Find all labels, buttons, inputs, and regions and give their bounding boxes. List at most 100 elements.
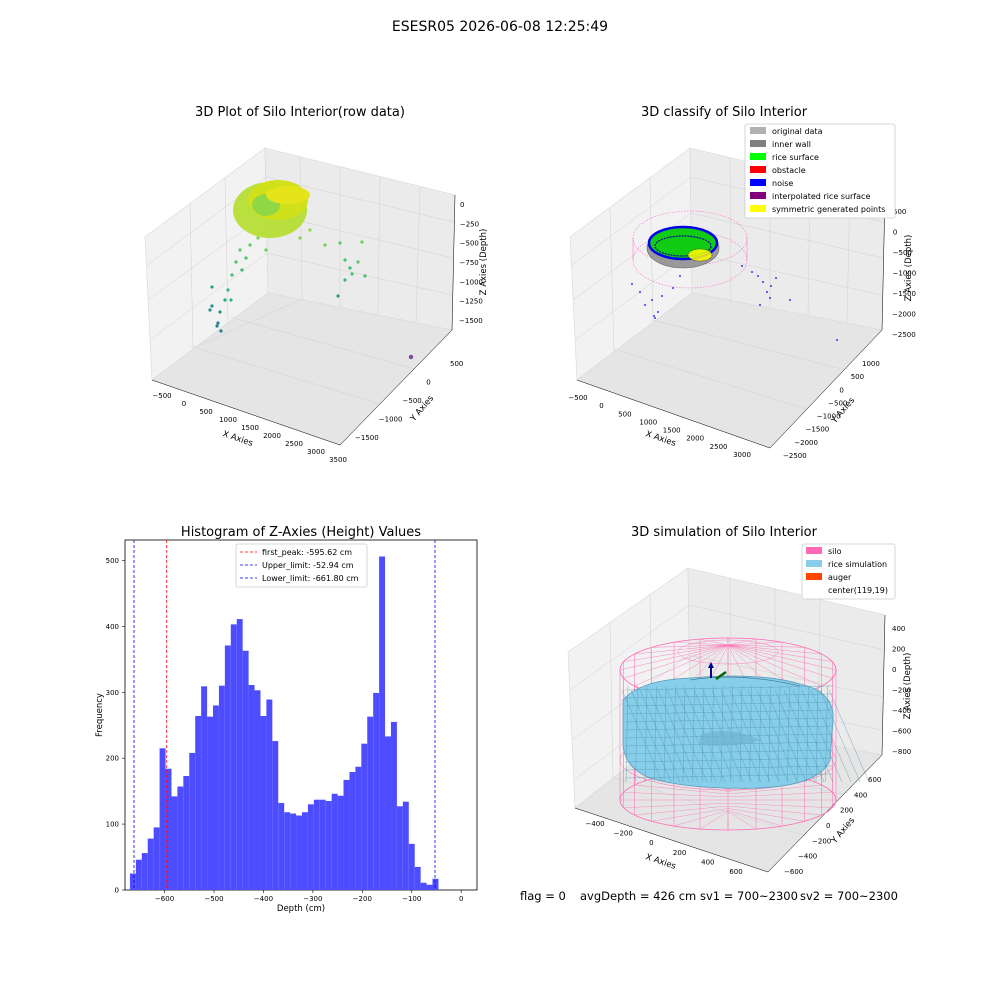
histogram-bar xyxy=(409,844,415,890)
simulation-z-tick-label: 400 xyxy=(892,625,905,633)
status-sv2: sv2 = 700~2300 xyxy=(800,889,898,903)
raw-x-axis-label: X Axies xyxy=(221,429,254,449)
histogram-bar xyxy=(201,686,207,890)
raw-point xyxy=(234,260,237,263)
histogram-bar xyxy=(213,705,219,890)
histogram-bar xyxy=(171,796,177,890)
classify-y-tick-label: −2500 xyxy=(783,452,807,460)
histogram-bar xyxy=(296,816,302,890)
noise-point xyxy=(769,297,771,299)
histogram-bar xyxy=(385,736,391,890)
panel-classify-3d: 3D classify of Silo Interior xyxy=(568,105,916,460)
histogram-bar xyxy=(391,722,397,890)
raw-z-tick-label: −500 xyxy=(460,240,479,248)
raw-point xyxy=(350,272,353,275)
histogram-bar xyxy=(338,796,344,890)
noise-point xyxy=(639,291,641,293)
histogram-y-axis-label: Frequency xyxy=(95,693,105,737)
histogram-bar xyxy=(136,860,142,890)
histogram-bar xyxy=(195,716,201,890)
simulation-y-tick-label: 0 xyxy=(826,822,830,830)
legend-label: auger xyxy=(828,573,852,582)
raw-point xyxy=(230,273,233,276)
raw-x-tick-label: 3500 xyxy=(329,456,347,464)
status-flag: flag = 0 xyxy=(520,889,566,903)
histogram-bar xyxy=(332,794,338,890)
histogram-bar xyxy=(403,802,409,890)
noise-point xyxy=(644,304,646,306)
raw-point xyxy=(218,310,221,313)
histogram-bar xyxy=(421,883,427,890)
raw-x-tick-label: 1500 xyxy=(241,424,259,432)
raw-y-tick-label: −1500 xyxy=(355,434,379,442)
histogram-bar xyxy=(160,748,166,890)
panel-simulation-3d: 3D simulation of Silo Interior xyxy=(568,525,913,876)
raw-point xyxy=(264,248,267,251)
raw-point xyxy=(244,256,247,259)
raw-y-tick-label: 0 xyxy=(426,379,430,387)
histogram-bar xyxy=(373,693,379,890)
noise-point xyxy=(762,281,764,283)
histogram-bar xyxy=(231,624,237,890)
panel-histogram: Histogram of Z-Axies (Height) Values −60… xyxy=(95,525,477,914)
simulation-z-axis-label: Z Axies (Depth) xyxy=(903,653,913,720)
histogram-bar xyxy=(361,744,367,890)
legend-label: Upper_limit: -52.94 cm xyxy=(262,561,354,570)
noise-point xyxy=(751,271,753,273)
histogram-bar xyxy=(278,803,284,890)
legend-swatch xyxy=(750,153,766,160)
histogram-x-tick-label: −100 xyxy=(402,895,421,903)
classify-legend: original datainner wallrice surfaceobsta… xyxy=(745,124,895,218)
panel-raw-title: 3D Plot of Silo Interior(row data) xyxy=(195,105,405,120)
legend-swatch xyxy=(750,179,766,186)
raw-z-tick-label: 0 xyxy=(460,201,464,209)
classify-x-tick-label: −500 xyxy=(568,394,587,402)
raw-x-tick-label: −500 xyxy=(152,392,171,400)
histogram-bar xyxy=(154,827,160,890)
raw-point xyxy=(219,329,222,332)
raw-z-tick-label: −750 xyxy=(460,259,479,267)
classify-y-tick-label: 1000 xyxy=(862,360,880,368)
raw-point xyxy=(215,324,218,327)
raw-point xyxy=(338,241,341,244)
status-line: flag = 0 avgDepth = 426 cm sv1 = 700~230… xyxy=(520,889,898,903)
noise-point xyxy=(657,311,659,313)
raw-point xyxy=(210,304,213,307)
panel-raw-3d: 3D Plot of Silo Interior(row data) xyxy=(145,105,489,464)
simulation-x-tick-label: 400 xyxy=(701,858,714,866)
legend-swatch xyxy=(750,192,766,199)
simulation-y-axis-label: Y Axies xyxy=(829,815,857,846)
histogram-bar xyxy=(379,556,385,890)
classify-z-tick-label: −2500 xyxy=(892,331,916,339)
raw-point xyxy=(256,236,259,239)
raw-point xyxy=(360,240,363,243)
simulation-z-tick-label: 0 xyxy=(892,666,896,674)
histogram-bar xyxy=(349,772,355,890)
noise-point xyxy=(766,291,768,293)
histogram-bar xyxy=(260,716,266,890)
raw-y-tick-label: 500 xyxy=(450,360,463,368)
histogram-legend: first_peak: -595.62 cmUpper_limit: -52.9… xyxy=(236,544,367,587)
raw-point xyxy=(323,243,326,246)
raw-point xyxy=(223,298,226,301)
histogram-bar xyxy=(249,685,255,890)
histogram-bar xyxy=(266,700,272,890)
histogram-bar xyxy=(427,885,433,890)
classify-z-tick-label: 0 xyxy=(893,229,897,237)
histogram-bar xyxy=(189,753,195,890)
legend-label: silo xyxy=(828,547,842,556)
simulation-x-tick-label: −200 xyxy=(614,830,633,838)
raw-point xyxy=(240,268,243,271)
legend-swatch xyxy=(750,166,766,173)
legend-label: inner wall xyxy=(772,140,811,149)
raw-point xyxy=(226,288,229,291)
classify-z-axis-label: Z Axies (Depth) xyxy=(904,235,914,302)
histogram-y-tick-label: 400 xyxy=(106,623,119,631)
raw-x-tick-label: 500 xyxy=(199,408,212,416)
simulation-x-tick-label: 200 xyxy=(673,849,686,857)
histogram-bar xyxy=(219,686,225,890)
histogram-x-tick-label: 0 xyxy=(459,895,463,903)
raw-point xyxy=(238,248,241,251)
histogram-bar xyxy=(308,804,314,890)
